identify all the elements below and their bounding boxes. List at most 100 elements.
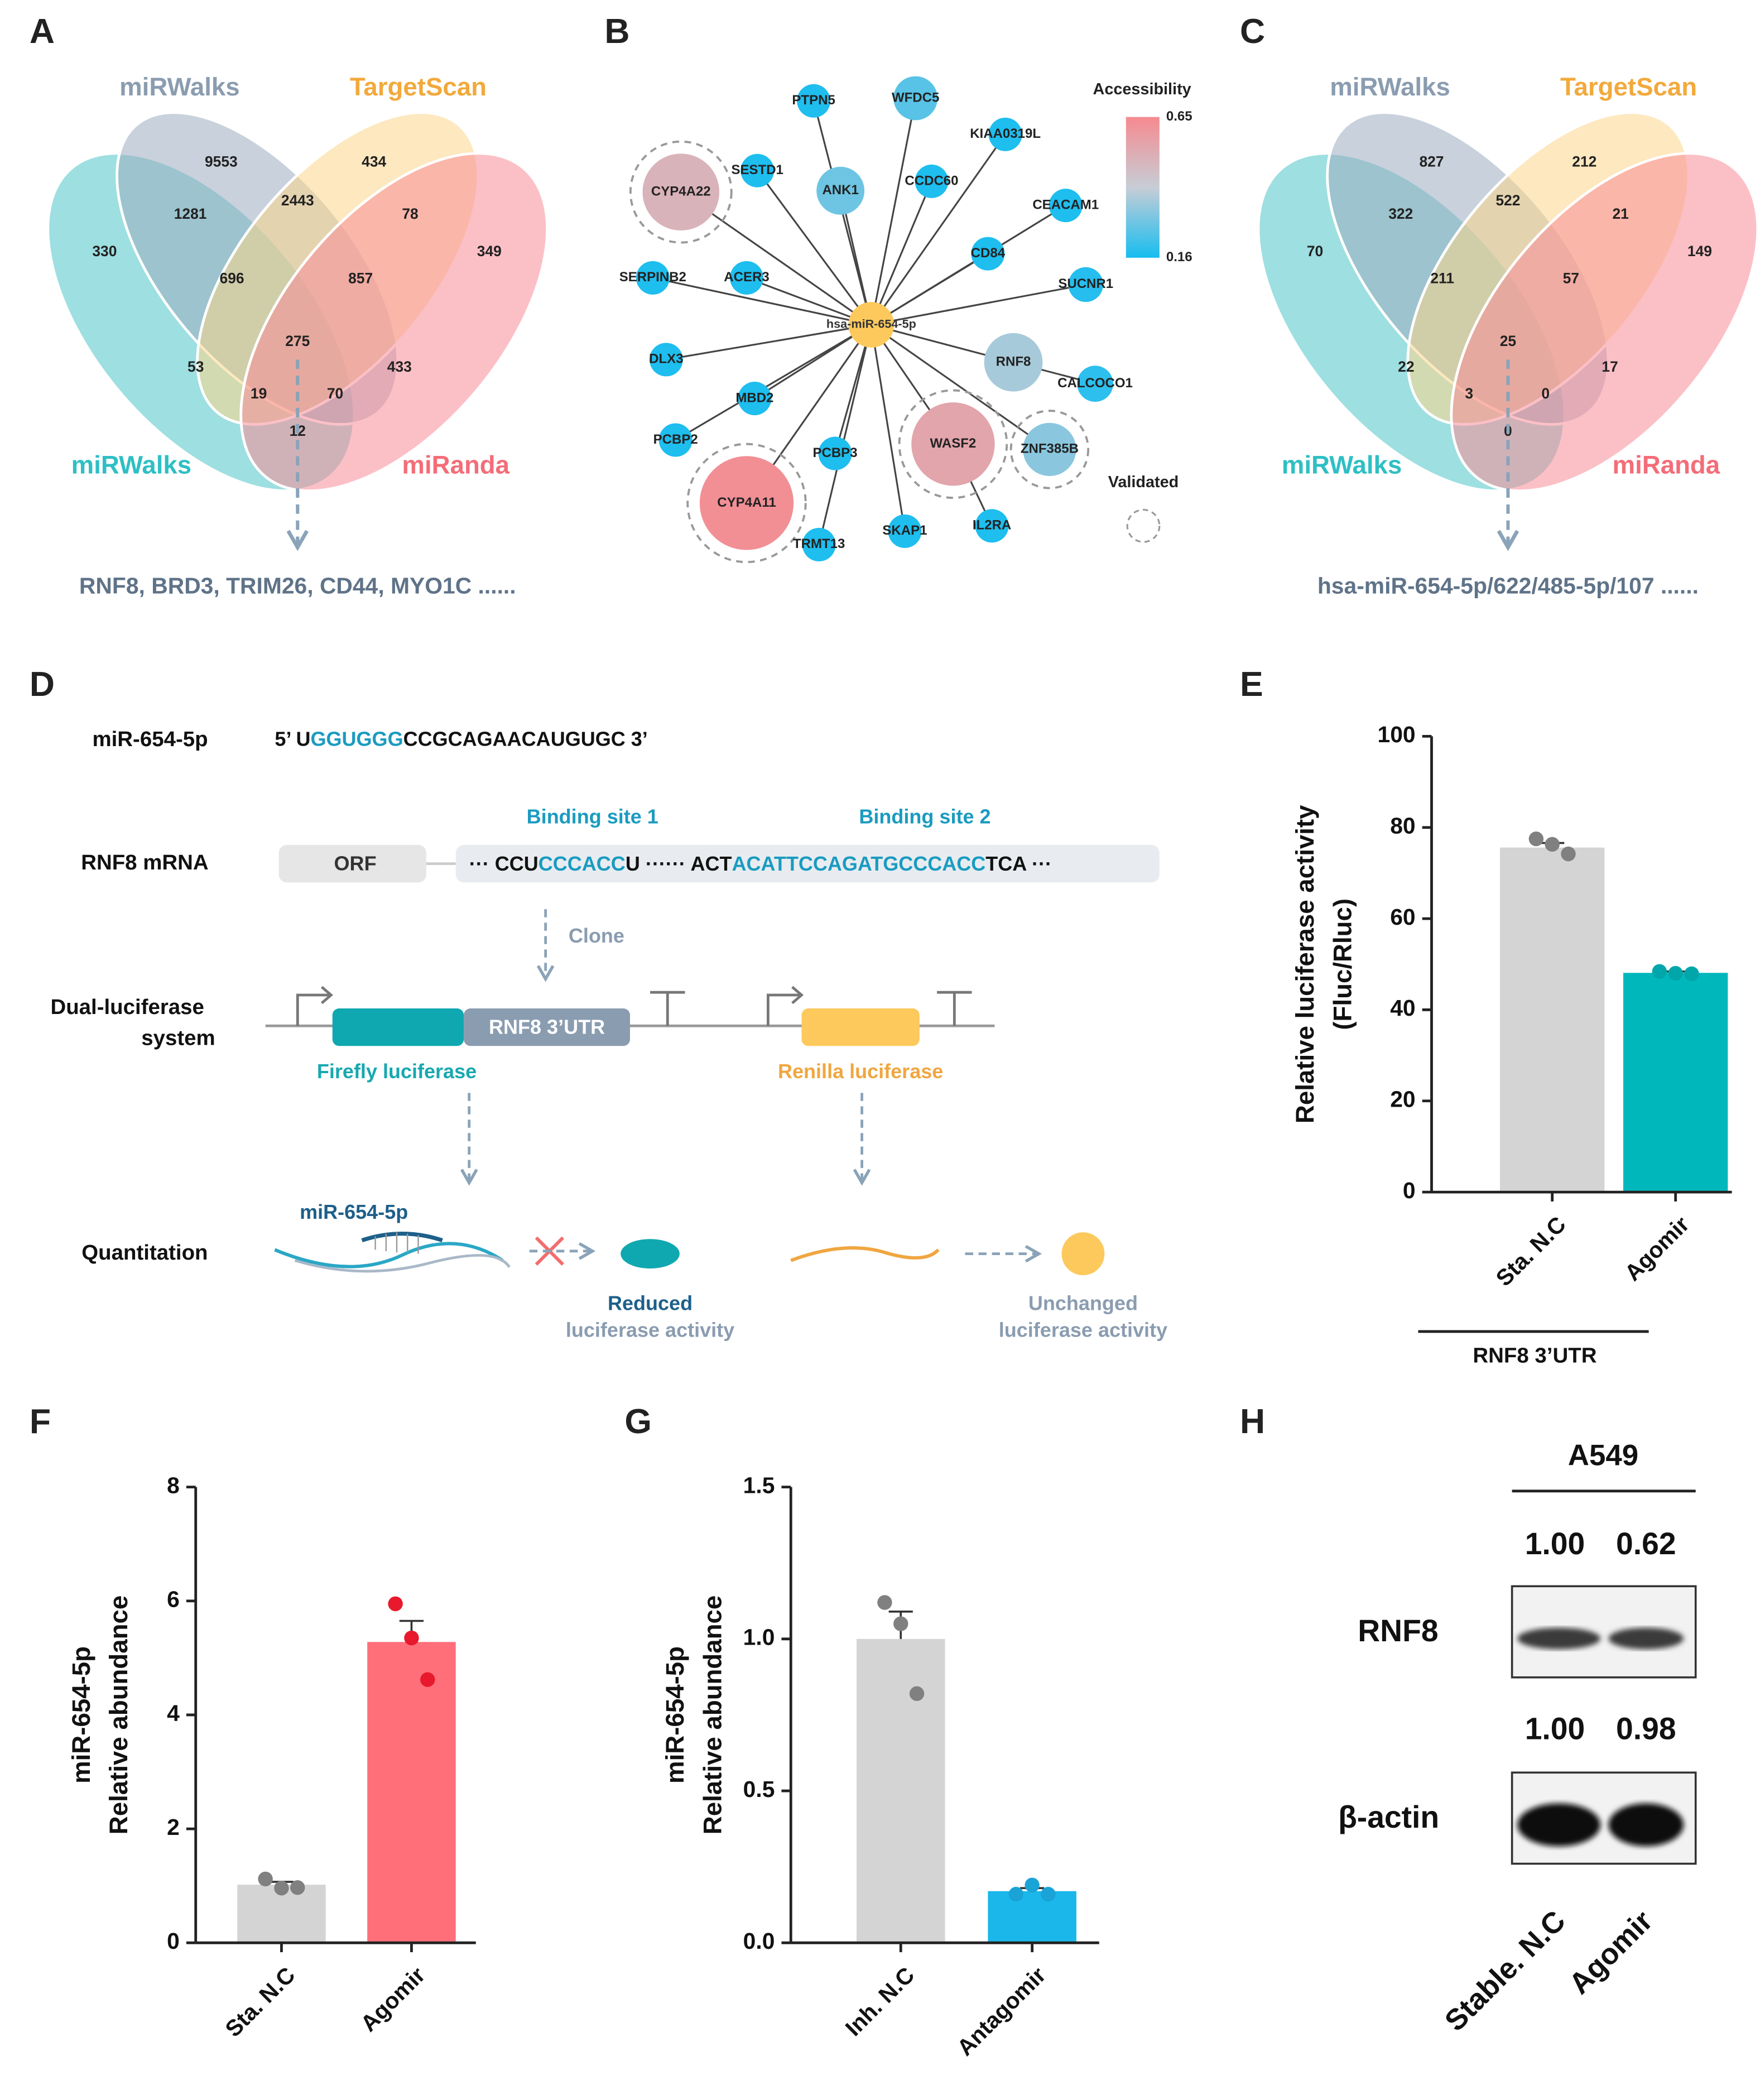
orf-box: [278, 844, 426, 883]
quant-label: 0.98: [1616, 1711, 1676, 1746]
y-tick-label: 0.5: [743, 1776, 775, 1802]
panel-label: H: [1240, 1402, 1265, 1441]
region-count: 322: [1388, 205, 1413, 222]
center-label: hsa-miR-654-5p: [826, 317, 916, 331]
sequence-part: 5’ U: [275, 727, 310, 750]
panel-label: B: [604, 12, 629, 51]
x-tick-label: Agomir: [1619, 1211, 1694, 1286]
gene-label: PCBP3: [812, 445, 857, 460]
y-tick-label: 100: [1378, 722, 1416, 747]
utr-label: RNF8 3’UTR: [489, 1016, 605, 1039]
edge: [756, 170, 872, 325]
gene-node: [699, 456, 794, 550]
gene-label: CCDC60: [905, 173, 958, 188]
gene-node: [888, 514, 922, 548]
terminator: [937, 991, 972, 1026]
sequence: ··· CCUCCCACCU ······ ACTACATTCCAGATGCCC…: [469, 852, 1052, 875]
sequence-part: U ······ ACT: [626, 852, 732, 875]
row-label: Quantitation: [81, 1241, 208, 1265]
legend-label: Validated: [1108, 473, 1179, 491]
data-point: [1684, 966, 1699, 982]
y-tick-label: 1.5: [743, 1472, 775, 1498]
set-label: TargetScan: [350, 73, 487, 101]
edge: [675, 324, 872, 441]
mir-wave: [361, 1232, 443, 1243]
region-count: 149: [1687, 243, 1712, 260]
gene-label: CYP4A11: [717, 495, 776, 510]
firefly-box: [332, 1008, 464, 1046]
band: [1608, 1803, 1684, 1847]
renilla-wave: [790, 1246, 940, 1262]
region-count: 827: [1419, 153, 1444, 170]
gene-node: [802, 527, 836, 561]
region-count: 17: [1602, 358, 1618, 375]
promoter: [296, 986, 334, 1026]
region-count: 434: [362, 153, 386, 170]
region-count: 212: [1572, 153, 1596, 170]
clone-label: Clone: [569, 924, 624, 947]
data-point: [1668, 965, 1683, 981]
data-point: [274, 1881, 289, 1896]
data-point: [909, 1686, 925, 1702]
y-tick-label: 4: [167, 1700, 180, 1726]
gene-label: SUCNR1: [1058, 276, 1113, 291]
set-label: miRWalks: [1330, 73, 1450, 101]
colorbar-label: 0.16: [1166, 249, 1192, 265]
region-count: 433: [387, 358, 412, 375]
y-tick-label: 2: [167, 1814, 180, 1840]
region-count: 3: [1465, 385, 1473, 402]
mrna-wave: [274, 1242, 504, 1268]
result-label: luciferase activity: [566, 1318, 734, 1341]
gene-label: SERPINB2: [619, 270, 686, 285]
region-count: 696: [220, 270, 244, 286]
quant-label: 1.00: [1525, 1526, 1585, 1561]
gene-node: [1068, 267, 1103, 302]
site-label: Binding site 1: [527, 805, 658, 828]
band: [1608, 1627, 1684, 1650]
gene-node: [658, 423, 693, 457]
gene-label: IL2RA: [973, 518, 1011, 533]
bar: [1623, 973, 1728, 1193]
center-node: [848, 302, 895, 348]
region-count: 25: [1500, 333, 1516, 349]
row-label: β-actin: [1338, 1800, 1439, 1834]
data-point: [290, 1880, 305, 1895]
data-point: [1025, 1877, 1040, 1893]
orf-label: ORF: [334, 852, 377, 875]
result-label: luciferase activity: [999, 1318, 1167, 1341]
gene-label: TRMT13: [793, 536, 845, 551]
gene-label: WASF2: [930, 436, 977, 451]
y-tick-label: 1.0: [743, 1625, 775, 1650]
region-count: 211: [1430, 270, 1454, 286]
data-point: [420, 1672, 435, 1687]
validated-ring: [898, 389, 1008, 499]
region-count: 21: [1612, 205, 1628, 222]
y-tick-label: 0: [1403, 1178, 1416, 1203]
gene-node: [988, 117, 1022, 151]
edge: [680, 191, 872, 326]
gene-node: [1023, 422, 1076, 476]
group-label: RNF8 3’UTR: [1473, 1344, 1596, 1368]
panel-label: F: [30, 1402, 51, 1441]
gene-label: CALCOCO1: [1057, 376, 1133, 391]
row-label: miR-654-5p: [92, 727, 208, 751]
x-tick-label: Antagomir: [952, 1962, 1051, 2061]
gene-node: [984, 333, 1043, 392]
set-label: TargetScan: [1560, 73, 1697, 101]
region-count: 19: [251, 385, 267, 402]
gene-node: [915, 164, 949, 198]
gene-label: ANK1: [822, 182, 858, 198]
venn-note: hsa-miR-654-5p/622/485-5p/107 ......: [1317, 573, 1699, 599]
validated-ring: [629, 140, 733, 244]
gene-node: [1077, 366, 1113, 402]
panel-label: D: [30, 665, 55, 704]
panel-label: E: [1240, 665, 1263, 704]
gene-node: [971, 237, 1005, 271]
venn-set: [1450, 152, 1759, 492]
row-label: system: [141, 1026, 215, 1050]
gene-label: SKAP1: [882, 523, 927, 538]
y-tick-label: 0.0: [743, 1928, 775, 1954]
y-tick-label: 6: [167, 1587, 180, 1612]
row-label: RNF8 mRNA: [81, 850, 208, 874]
gene-label: SESTD1: [731, 162, 783, 177]
